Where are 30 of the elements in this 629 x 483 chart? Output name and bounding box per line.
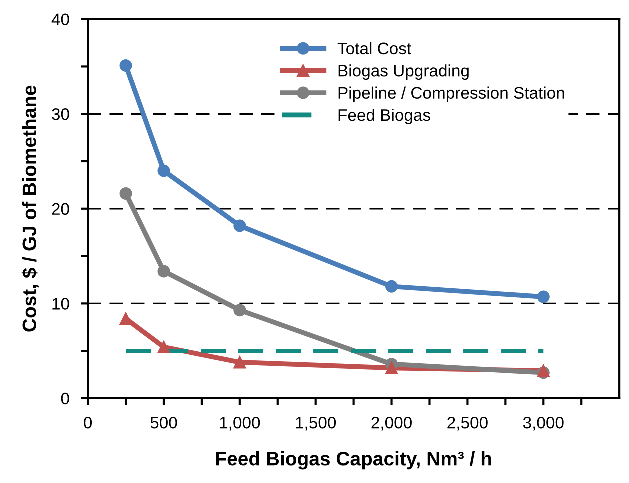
- point: [120, 187, 132, 200]
- y-tick-label: 0: [61, 392, 70, 405]
- legend-label: Biogas Upgrading: [338, 64, 469, 80]
- x-tick-label: 2,000: [372, 416, 412, 431]
- y-tick-label: 20: [52, 203, 70, 216]
- x-tick-label: 0: [84, 416, 92, 429]
- legend-label: Feed Biogas: [338, 108, 430, 125]
- point: [234, 304, 246, 317]
- point: [537, 290, 550, 304]
- point: [120, 312, 132, 326]
- point: [386, 280, 398, 293]
- x-tick-label: 500: [150, 416, 178, 429]
- x-tick-label: 1,000: [220, 416, 260, 431]
- point: [158, 265, 170, 278]
- legend-label: Pipeline / Compression Station: [338, 86, 564, 102]
- point: [386, 362, 398, 374]
- y-tick-label: 40: [52, 14, 70, 26]
- x-axis-title: Feed Biogas Capacity, Nm³ / h: [216, 452, 492, 470]
- x-tick-label: 1,500: [296, 416, 336, 431]
- point: [234, 356, 246, 369]
- y-tick-label: 10: [52, 298, 70, 310]
- point: [234, 220, 246, 232]
- point: [158, 164, 170, 178]
- point: [158, 341, 170, 354]
- y-axis-title: Cost, $ / GJ of Biomethane: [22, 86, 40, 332]
- x-tick-label: 3,000: [523, 416, 564, 431]
- x-tick-label: 2,500: [448, 416, 488, 431]
- legend-label: Total Cost: [338, 42, 412, 55]
- y-tick-label: 30: [52, 108, 70, 120]
- point: [120, 60, 132, 72]
